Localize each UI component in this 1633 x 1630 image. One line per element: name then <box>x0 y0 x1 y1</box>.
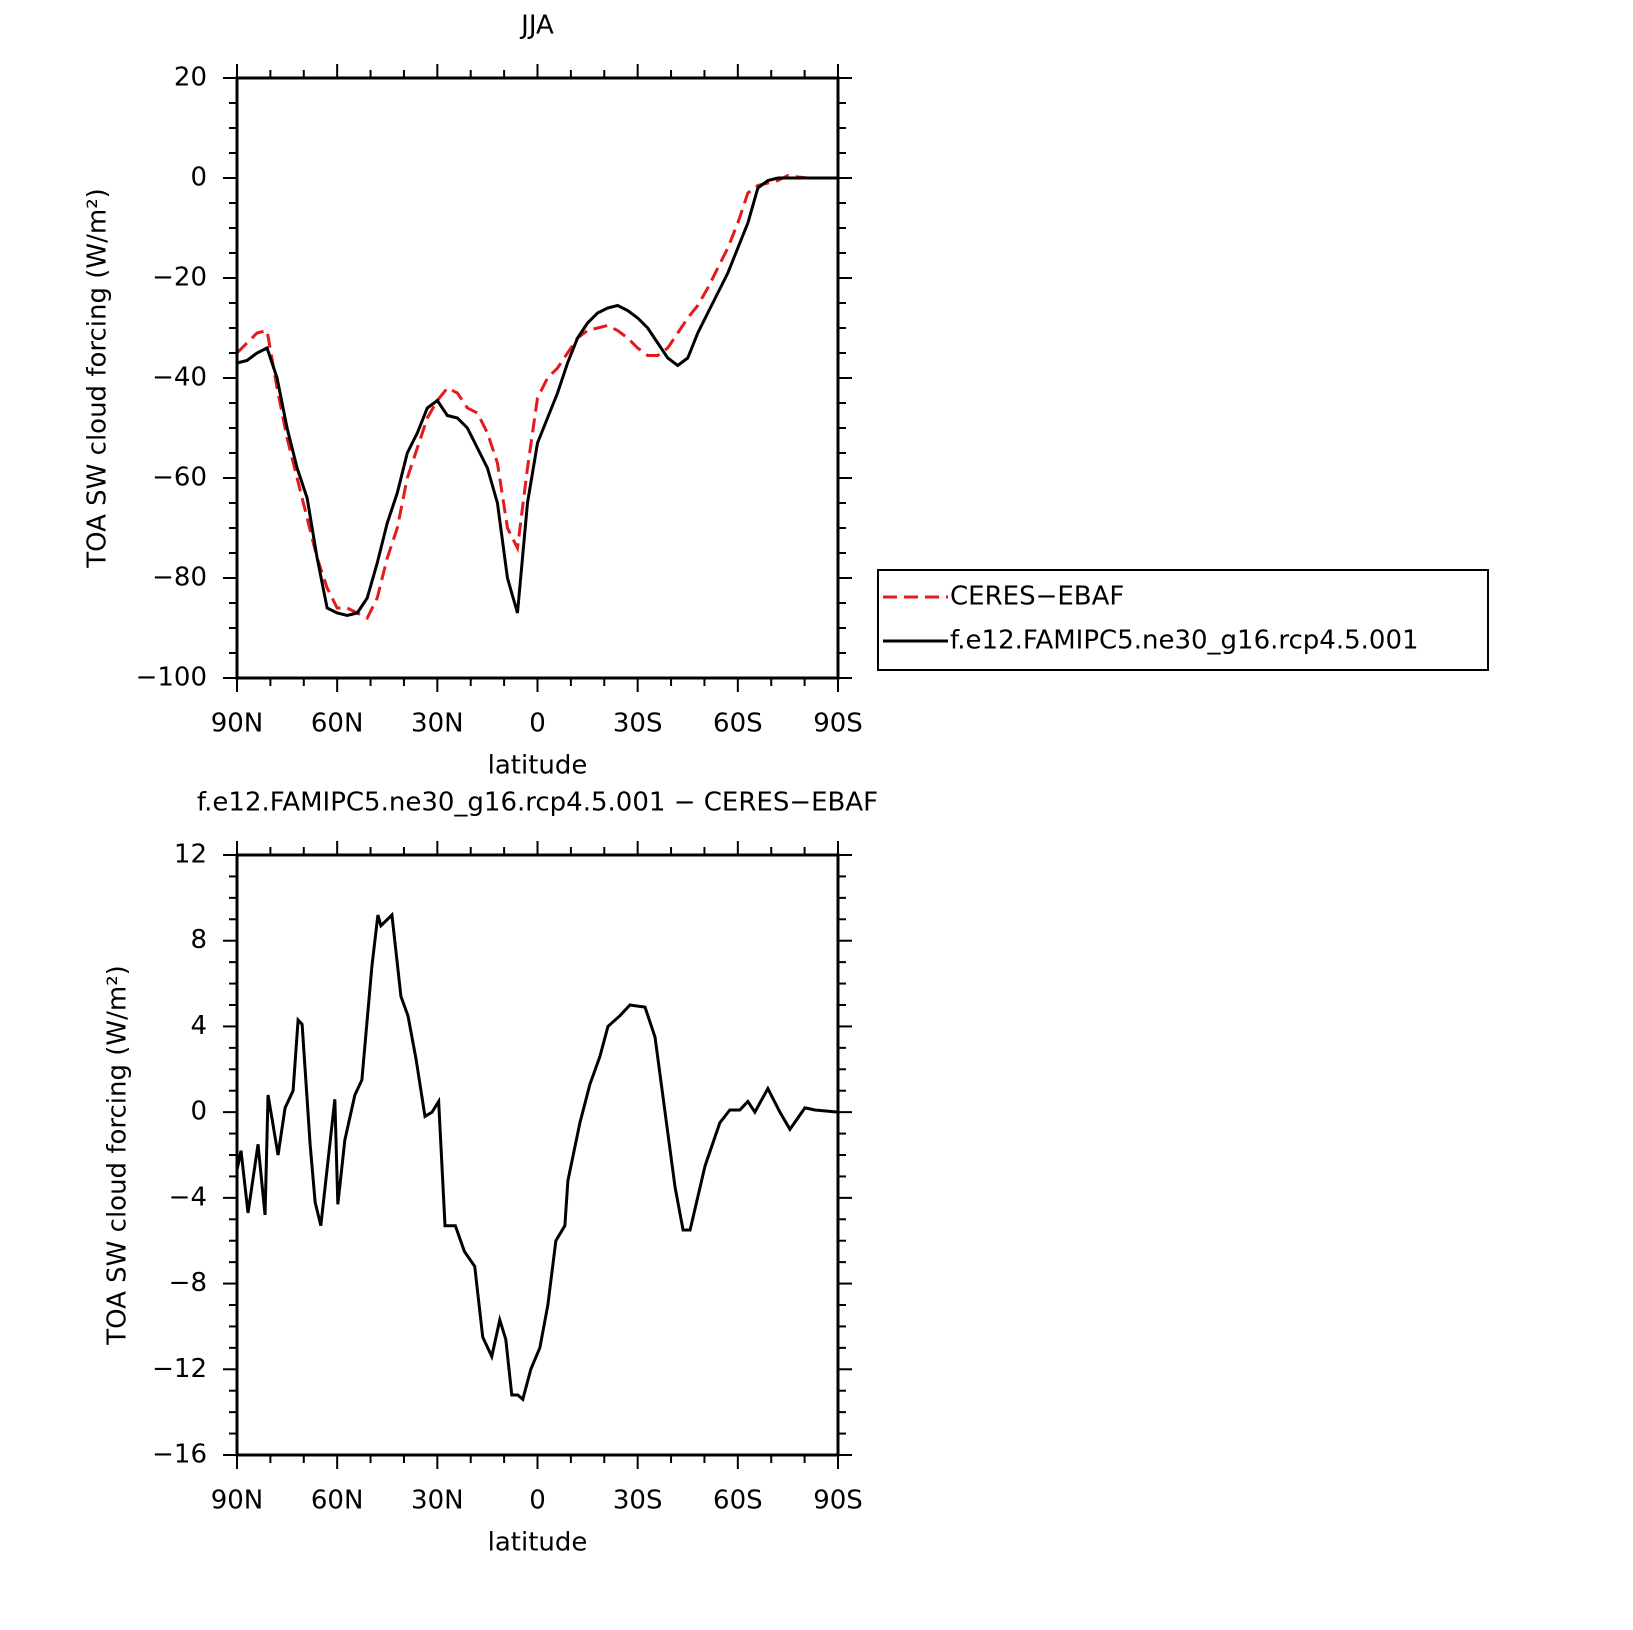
x-tick-label: 0 <box>529 1486 546 1516</box>
x-tick-label: 30S <box>613 1486 663 1516</box>
y-tick-label: 20 <box>174 63 207 93</box>
y-tick-label: 4 <box>190 1011 207 1041</box>
data-line <box>235 911 839 1402</box>
y-tick-label: 12 <box>174 840 207 870</box>
y-tick-label: −8 <box>169 1268 207 1298</box>
y-tick-label: 0 <box>190 1097 207 1127</box>
x-tick-label: 90N <box>211 709 264 739</box>
x-axis-label: latitude <box>488 1528 588 1558</box>
x-tick-label: 30N <box>411 709 464 739</box>
y-tick-label: 8 <box>190 925 207 955</box>
data-line <box>235 173 838 621</box>
plot-frame <box>235 853 840 1457</box>
x-tick-label: 90S <box>813 1486 863 1516</box>
y-tick-label: −80 <box>152 563 207 593</box>
y-tick-label: −16 <box>152 1440 207 1470</box>
x-tick-label: 60S <box>713 1486 763 1516</box>
chart-title: f.e12.FAMIPC5.ne30_g16.rcp4.5.001 − CERE… <box>197 788 878 818</box>
x-tick-label: 90N <box>211 1486 264 1516</box>
x-tick-label: 60S <box>713 709 763 739</box>
x-tick-label: 0 <box>529 709 546 739</box>
data-line <box>236 176 838 618</box>
x-tick-label: 30N <box>411 1486 464 1516</box>
x-tick-label: 60N <box>311 1486 364 1516</box>
legend-label: f.e12.FAMIPC5.ne30_g16.rcp4.5.001 <box>950 626 1419 656</box>
y-tick-label: −60 <box>152 463 207 493</box>
plot-frame <box>235 76 840 680</box>
legend-box <box>877 569 1489 671</box>
y-axis-label: TOA SW cloud forcing (W/m²) <box>103 965 133 1346</box>
y-tick-label: 0 <box>190 163 207 193</box>
x-tick-label: 60N <box>311 709 364 739</box>
chart-title: JJA <box>519 11 554 41</box>
y-tick-label: −12 <box>152 1354 207 1384</box>
x-tick-label: 30S <box>613 709 663 739</box>
y-tick-label: −100 <box>136 663 207 693</box>
y-tick-label: −4 <box>169 1182 207 1212</box>
x-axis-label: latitude <box>488 751 588 781</box>
y-axis-label: TOA SW cloud forcing (W/m²) <box>83 188 113 569</box>
y-tick-label: −40 <box>152 363 207 393</box>
y-tick-label: −20 <box>152 263 207 293</box>
legend-label: CERES−EBAF <box>950 582 1124 612</box>
x-tick-label: 90S <box>813 709 863 739</box>
